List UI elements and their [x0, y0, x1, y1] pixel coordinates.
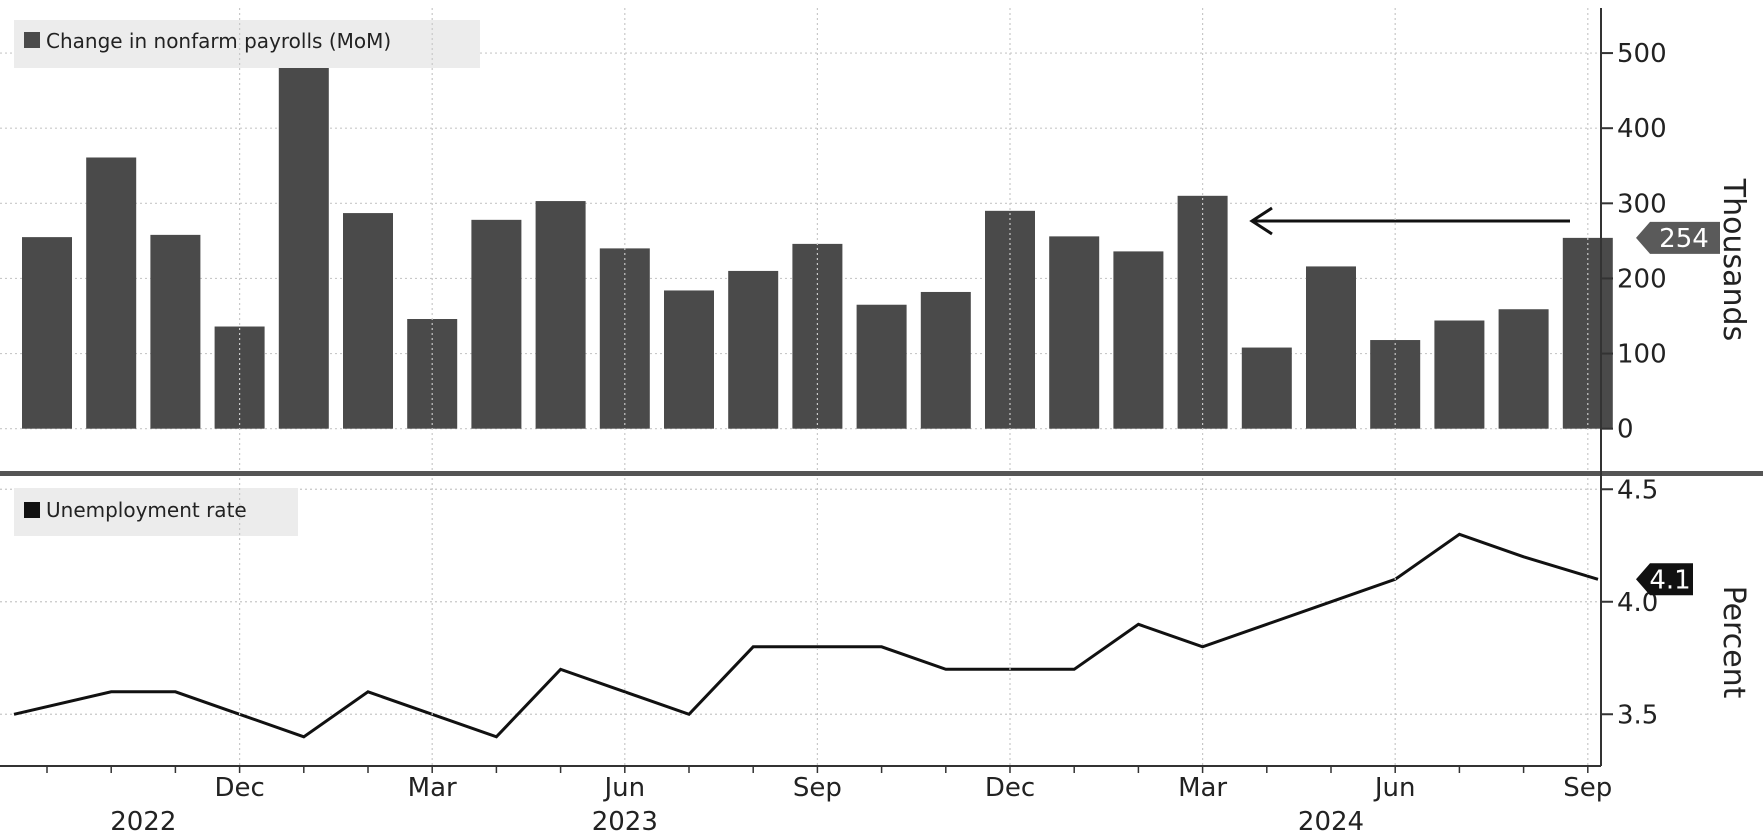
payrolls-y-tick-label: 500: [1617, 39, 1667, 69]
unemployment-last-value-tag: 4.1: [1636, 563, 1693, 596]
payrolls-legend-box: [14, 20, 480, 68]
payrolls-bar: [1434, 320, 1485, 429]
payrolls-bar: [1241, 347, 1292, 429]
x-year-label: 2024: [1298, 807, 1364, 836]
payrolls-bars: [22, 66, 1613, 429]
unemployment-last-value-label: 4.1: [1649, 565, 1690, 595]
x-month-label: Mar: [1178, 773, 1227, 803]
payrolls-legend-swatch: [24, 32, 40, 48]
payrolls-bar: [920, 291, 971, 429]
payrolls-bar: [1049, 236, 1100, 429]
payrolls-bar: [150, 234, 201, 429]
payrolls-bar: [22, 237, 72, 429]
payrolls-bar: [1306, 266, 1356, 429]
payrolls-last-value-marker: [1636, 221, 1720, 254]
payrolls-bar: [471, 219, 522, 429]
unemployment-legend-swatch: [24, 502, 40, 518]
payrolls-legend: Change in nonfarm payrolls (MoM): [14, 20, 480, 68]
payrolls-y-axis-title: Thousands: [1716, 178, 1751, 341]
annotation-arrow-head: [1249, 206, 1273, 236]
payrolls-legend-label: Change in nonfarm payrolls (MoM): [46, 29, 391, 53]
payrolls-bar: [856, 304, 907, 429]
annotation-arrow: [1249, 206, 1570, 236]
unemployment-y-ticks: 3.54.04.5: [1601, 475, 1658, 730]
x-axis: Dec Mar Jun Sep Dec Mar Jun Sep 2022 2023 2024: [0, 8, 1612, 836]
payrolls-y-tick-label: 100: [1617, 340, 1667, 370]
x-year-label: 2022: [110, 807, 176, 836]
payrolls-bar: [535, 201, 586, 429]
x-month-label: Dec: [985, 773, 1035, 803]
payrolls-bar: [1498, 309, 1549, 429]
payrolls-y-tick-label: 400: [1617, 114, 1667, 144]
unemployment-y-tick-label: 4.5: [1617, 475, 1658, 505]
x-month-label: Jun: [1373, 773, 1416, 803]
payrolls-y-tick-label: 0: [1617, 415, 1634, 445]
unemployment-panel: 3.54.04.5 Unemployment rate Percent 4.1: [0, 475, 1751, 739]
payrolls-y-tick-label: 200: [1617, 264, 1667, 294]
x-month-label: Sep: [793, 773, 842, 803]
unemployment-legend-label: Unemployment rate: [46, 498, 247, 522]
panel-divider: [0, 471, 1763, 476]
payrolls-bar: [664, 290, 714, 429]
payrolls-bar: [343, 213, 393, 429]
payrolls-bar: [792, 243, 843, 429]
unemployment-legend-box: [14, 488, 298, 536]
unemployment-series-line: [13, 532, 1599, 739]
payrolls-bar: [86, 157, 137, 429]
payrolls-last-value-tag: 254: [1636, 221, 1720, 254]
unemployment-y-tick-label: 3.5: [1617, 700, 1658, 730]
unemployment-last-value-marker: [1636, 563, 1693, 596]
x-month-label: Sep: [1563, 773, 1612, 803]
payrolls-y-ticks: 0 100 200 300 400 500: [1601, 39, 1667, 445]
payrolls-bar: [278, 66, 329, 429]
payrolls-panel: 0 100 200 300 400 500 Change in nonfarm payro…: [0, 20, 1751, 445]
payrolls-last-value-label: 254: [1659, 224, 1709, 254]
payrolls-bar: [1113, 251, 1164, 429]
payrolls-y-tick-label: 300: [1617, 189, 1667, 219]
unemployment-y-axis-title: Percent: [1716, 586, 1751, 699]
x-month-label: Dec: [214, 773, 264, 803]
x-month-label: Jun: [602, 773, 645, 803]
x-month-label: Mar: [408, 773, 457, 803]
unemployment-legend: Unemployment rate: [14, 488, 298, 536]
x-year-label: 2023: [592, 807, 658, 836]
payrolls-bar: [728, 270, 779, 429]
